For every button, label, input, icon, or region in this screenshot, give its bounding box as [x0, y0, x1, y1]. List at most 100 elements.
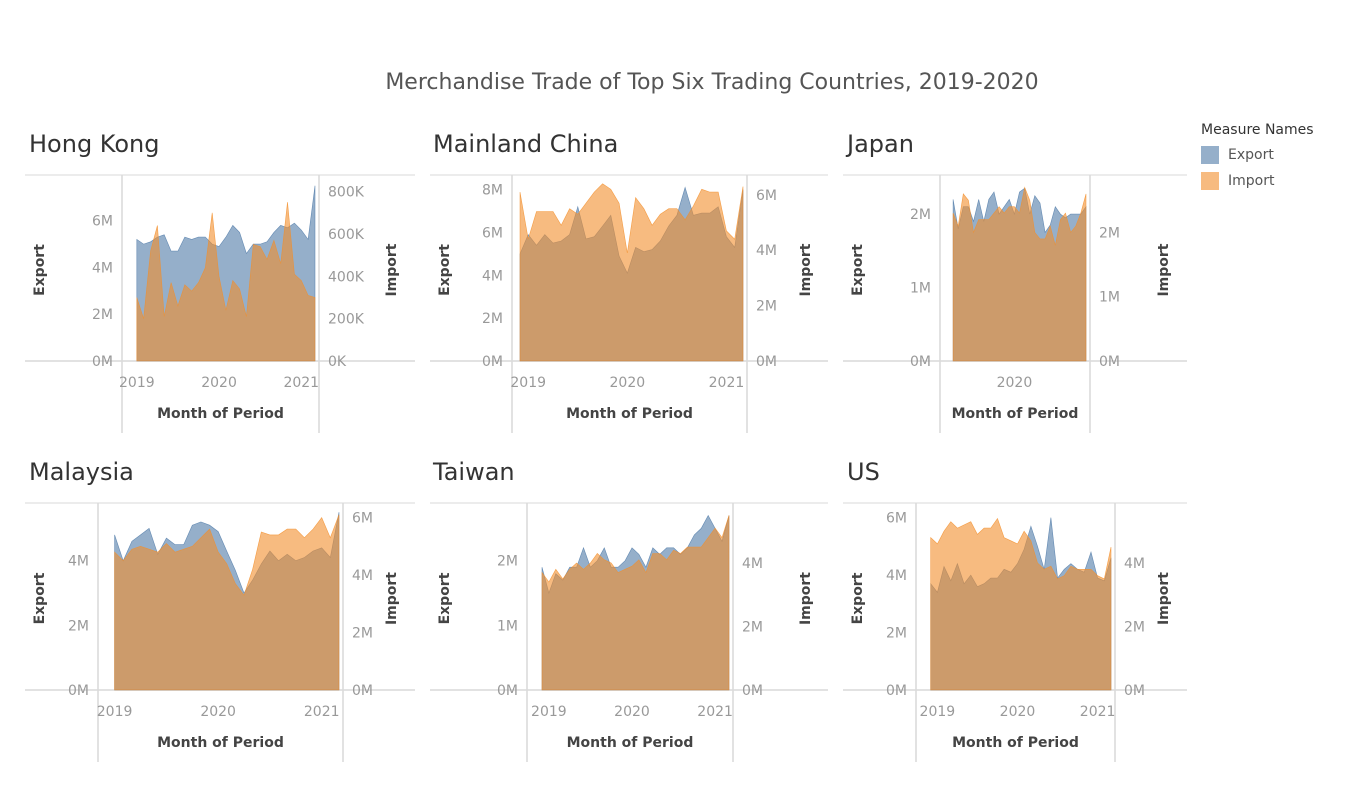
y-tick-right-label: 600K	[328, 227, 365, 243]
panel-title-malaysia: Malaysia	[29, 458, 134, 486]
x-tick-label: 2021	[304, 704, 340, 720]
y-tick-right-label: 4M	[742, 556, 763, 572]
y-tick-left-label: 2M	[886, 626, 907, 642]
panel-title-taiwan: Taiwan	[433, 458, 515, 486]
x-tick-label: 2019	[97, 704, 133, 720]
area-import-taiwan	[541, 515, 730, 691]
y-tick-right-label: 0M	[756, 354, 777, 370]
y-tick-left-label: 1M	[910, 281, 931, 297]
y-tick-right-label: 0M	[1099, 354, 1120, 370]
y-tick-left-label: 4M	[68, 554, 89, 570]
legend-item-import[interactable]: Import	[1201, 168, 1314, 194]
y-tick-left-label: 0M	[68, 683, 89, 699]
y-tick-right-label: 400K	[328, 269, 365, 285]
y-tick-left-label: 6M	[92, 214, 113, 230]
y-tick-right-label: 4M	[756, 243, 777, 259]
x-tick-label: 2020	[200, 704, 236, 720]
legend-swatch-export	[1201, 146, 1219, 164]
x-tick-label: 2020	[201, 375, 237, 391]
x-tick-label: 2021	[697, 704, 733, 720]
legend-label-import: Import	[1228, 173, 1275, 189]
x-axis-title: Month of Period	[952, 406, 1079, 422]
y-tick-right-label: 2M	[1099, 225, 1120, 241]
y-tick-right-label: 0M	[352, 683, 373, 699]
y-axis-title-left: Export	[32, 572, 48, 624]
panel-malaysia: 0M 2M 4M 0M 2M 4M 6M 2019 2020 2021 Month of Perio…	[25, 502, 415, 762]
panel-title-hong-kong: Hong Kong	[29, 130, 160, 158]
panel-title-mainland-china: Mainland China	[433, 130, 619, 158]
y-axis-title-left: Export	[437, 572, 453, 624]
y-tick-left-label: 4M	[92, 260, 113, 276]
y-axis-title-right: Import	[1156, 572, 1172, 625]
area-import-hong-kong	[136, 202, 316, 362]
y-axis-title-right: Import	[384, 243, 400, 296]
y-tick-left-label: 1M	[497, 618, 518, 634]
y-axis-title-right: Import	[798, 572, 814, 625]
y-tick-right-label: 0M	[1124, 683, 1145, 699]
panel-japan: 0M 1M 2M 0M 1M 2M 2020 Month of Period Export Imp…	[843, 174, 1187, 433]
x-tick-label: 2021	[1080, 704, 1116, 720]
y-tick-left-label: 0M	[886, 683, 907, 699]
legend-item-export[interactable]: Export	[1201, 142, 1314, 168]
y-tick-right-label: 4M	[1124, 556, 1145, 572]
y-axis-title-left: Export	[850, 244, 866, 296]
legend: Measure Names Export Import	[1201, 122, 1314, 194]
y-axis-title-left: Export	[850, 572, 866, 624]
y-tick-left-label: 2M	[482, 311, 503, 327]
y-tick-left-label: 8M	[482, 183, 503, 199]
y-tick-left-label: 0M	[482, 354, 503, 370]
y-tick-left-label: 0M	[910, 354, 931, 370]
x-axis-title: Month of Period	[566, 406, 693, 422]
area-import-malaysia	[114, 514, 340, 691]
y-tick-left-label: 6M	[886, 511, 907, 527]
chart-main-title: Merchandise Trade of Top Six Trading Cou…	[385, 70, 1039, 95]
y-tick-left-label: 2M	[92, 307, 113, 323]
y-tick-right-label: 200K	[328, 312, 365, 328]
y-tick-right-label: 2M	[756, 299, 777, 315]
y-tick-left-label: 4M	[482, 268, 503, 284]
area-import-japan	[952, 186, 1087, 362]
x-tick-label: 2019	[119, 375, 155, 391]
x-axis-title: Month of Period	[952, 735, 1079, 751]
y-tick-left-label: 2M	[910, 207, 931, 223]
panel-title-us: US	[847, 458, 880, 486]
x-tick-label: 2021	[283, 375, 319, 391]
area-import-us	[930, 517, 1112, 691]
x-tick-label: 2020	[610, 375, 646, 391]
x-axis-title: Month of Period	[567, 735, 694, 751]
y-tick-left-label: 0M	[497, 683, 518, 699]
y-tick-left-label: 6M	[482, 225, 503, 241]
y-tick-right-label: 2M	[742, 619, 763, 635]
y-tick-right-label: 4M	[352, 568, 373, 584]
panel-title-japan: Japan	[847, 130, 914, 158]
y-axis-title-left: Export	[32, 244, 48, 296]
x-tick-label: 2021	[709, 375, 745, 391]
x-tick-label: 2019	[510, 375, 546, 391]
y-tick-right-label: 6M	[352, 511, 373, 527]
legend-title: Measure Names	[1201, 122, 1314, 138]
x-tick-label: 2020	[1000, 704, 1036, 720]
y-axis-title-right: Import	[798, 243, 814, 296]
y-tick-right-label: 2M	[352, 626, 373, 642]
x-tick-label: 2020	[997, 375, 1033, 391]
y-axis-title-right: Import	[1156, 243, 1172, 296]
x-tick-label: 2020	[614, 704, 650, 720]
y-tick-left-label: 2M	[68, 618, 89, 634]
y-tick-right-label: 800K	[328, 185, 365, 201]
x-axis-title: Month of Period	[157, 406, 284, 422]
x-axis-title: Month of Period	[157, 735, 284, 751]
y-tick-left-label: 0M	[92, 354, 113, 370]
y-tick-right-label: 0M	[742, 683, 763, 699]
area-import-mainland-china	[519, 183, 744, 362]
y-tick-right-label: 2M	[1124, 619, 1145, 635]
y-axis-title-left: Export	[437, 244, 453, 296]
y-tick-right-label: 1M	[1099, 290, 1120, 306]
panel-mainland-china: 0M 2M 4M 6M 8M 0M 2M 4M 6M 2019 2020 2021 Month of P…	[430, 174, 828, 433]
y-tick-left-label: 4M	[886, 568, 907, 584]
y-axis-title-right: Import	[384, 572, 400, 625]
legend-swatch-import	[1201, 172, 1219, 190]
legend-label-export: Export	[1228, 147, 1274, 163]
